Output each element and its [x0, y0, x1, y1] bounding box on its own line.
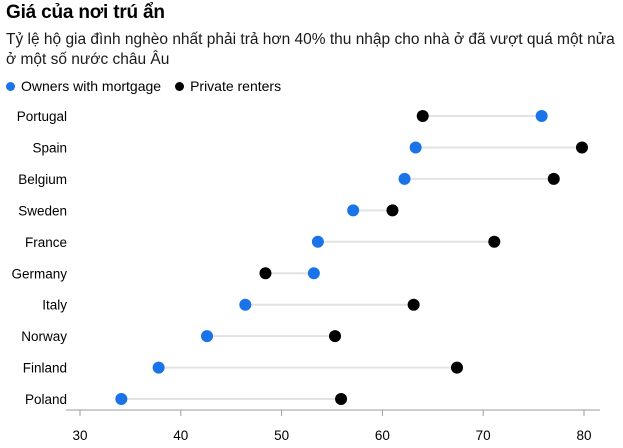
- renters-point: [259, 267, 271, 279]
- owners-point: [410, 141, 422, 153]
- renters-point: [488, 236, 500, 248]
- owners-point: [308, 267, 320, 279]
- category-label: Germany: [11, 266, 67, 281]
- x-tick-label: 60: [375, 428, 390, 443]
- category-label: Finland: [23, 361, 67, 376]
- x-tick-label: 30: [72, 428, 87, 443]
- category-label: Sweden: [18, 203, 67, 218]
- renters-point: [408, 299, 420, 311]
- owners-point: [239, 299, 251, 311]
- category-label: France: [25, 235, 67, 250]
- category-label: Poland: [25, 392, 67, 407]
- owners-point: [201, 330, 213, 342]
- renters-point: [576, 141, 588, 153]
- x-tick-label: 80: [576, 428, 591, 443]
- owners-point: [115, 393, 127, 405]
- category-label: Belgium: [18, 172, 67, 187]
- owners-point: [399, 173, 411, 185]
- x-tick-label: 40: [173, 428, 188, 443]
- renters-point: [417, 110, 429, 122]
- category-label: Portugal: [17, 109, 67, 124]
- owners-point: [347, 204, 359, 216]
- owners-point: [536, 110, 548, 122]
- x-tick-label: 70: [476, 428, 491, 443]
- category-label: Norway: [21, 329, 67, 344]
- x-tick-label: 50: [274, 428, 289, 443]
- category-label: Spain: [32, 140, 67, 155]
- renters-point: [548, 173, 560, 185]
- category-label: Italy: [42, 298, 67, 313]
- renters-point: [335, 393, 347, 405]
- renters-point: [451, 362, 463, 374]
- owners-point: [312, 236, 324, 248]
- renters-point: [386, 204, 398, 216]
- owners-point: [153, 362, 165, 374]
- renters-point: [329, 330, 341, 342]
